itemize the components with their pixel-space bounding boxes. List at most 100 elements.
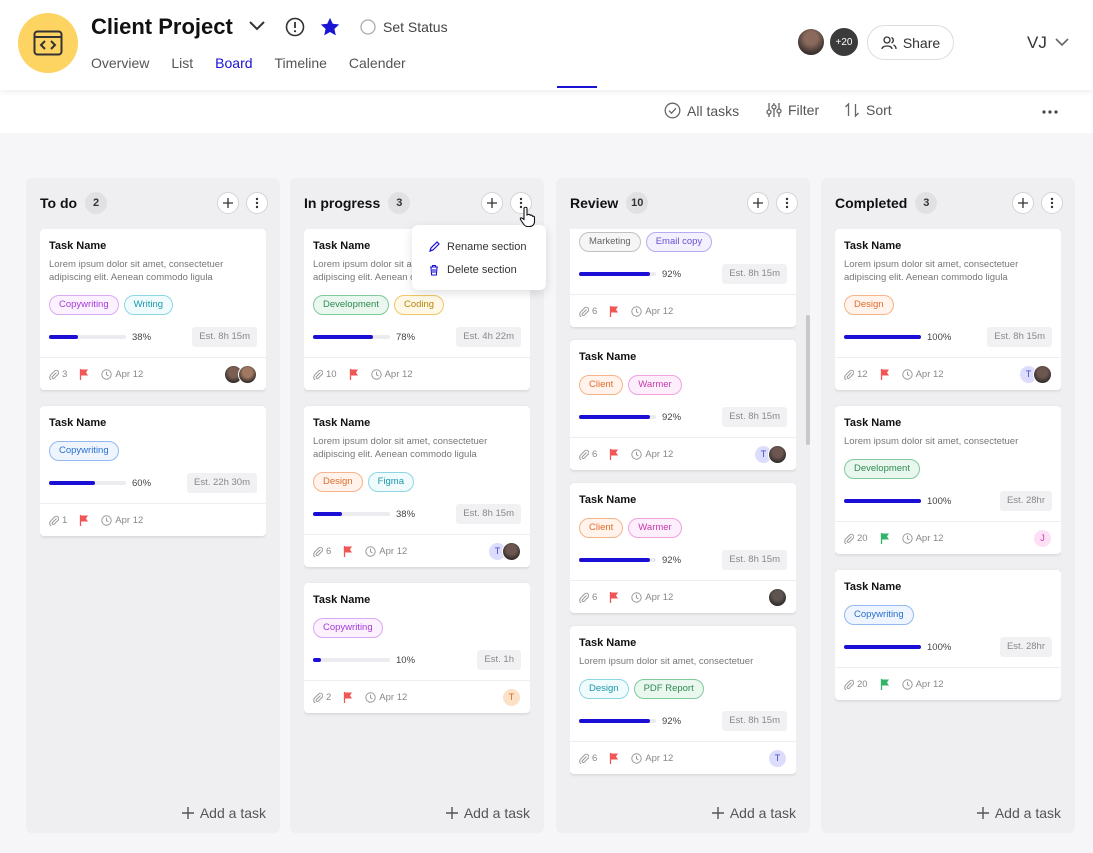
task-title: Task Name [313, 594, 371, 606]
star-icon[interactable] [319, 16, 341, 38]
tab-underline [557, 86, 597, 88]
add-button[interactable] [481, 192, 503, 214]
add-task[interactable]: Add a task [711, 805, 796, 821]
icon-shape [631, 305, 642, 317]
icon-shape [901, 678, 913, 690]
add-task[interactable]: Add a task [445, 805, 530, 821]
title-chevron[interactable] [248, 19, 266, 33]
members-more[interactable]: +20 [828, 26, 860, 58]
icon-shape [785, 205, 789, 209]
clip-icon [49, 369, 59, 380]
tab[interactable]: List [171, 55, 194, 71]
assignees: J [1033, 528, 1052, 548]
task-description: Lorem ipsum dolor sit amet, consectetuer [844, 436, 1019, 447]
add-task[interactable]: Add a task [181, 805, 266, 821]
task-count: 3 [388, 192, 411, 214]
progress-bar [579, 272, 650, 276]
user-initials[interactable]: VJ [1027, 33, 1047, 52]
due-date: Apr 12 [101, 369, 143, 380]
flag-icon [349, 369, 358, 380]
tag: Design [579, 679, 629, 699]
estimate: Est. 4h 22m [456, 327, 521, 347]
column-title: Completed [835, 195, 908, 211]
task-card[interactable]: Task Name Client Warmer 92% Est. 8h 15m 6 Apr … [570, 340, 796, 470]
tab[interactable]: Calender [348, 55, 406, 71]
column-menu-button[interactable] [776, 192, 798, 214]
date-label: Apr 12 [645, 591, 674, 603]
task-card[interactable]: Task Name Copywriting 60% Est. 22h 30m 1 Apr … [40, 406, 266, 536]
info-icon[interactable] [285, 17, 305, 37]
task-card[interactable]: Task Name Copywriting 10% Est. 1h 2 Apr 12 T [304, 583, 530, 713]
all-tasks-button[interactable]: All tasks [664, 102, 739, 119]
filter-icon [766, 103, 782, 117]
attachments: 6 [579, 449, 597, 460]
header: Client Project Set Status Overview List Bo… [0, 0, 1093, 90]
tab[interactable]: Timeline [274, 55, 327, 71]
status-icon[interactable] [360, 19, 376, 35]
tag: Development [844, 459, 920, 479]
sort-button[interactable]: Sort [844, 102, 892, 118]
add-task[interactable]: Add a task [976, 805, 1061, 821]
add-button[interactable] [1012, 192, 1034, 214]
due-date: Apr 12 [901, 532, 944, 544]
progress-bar [579, 558, 650, 562]
task-card[interactable]: Task Name Client Warmer 92% Est. 8h 15m 6 Apr … [570, 483, 796, 613]
icon-shape [631, 752, 642, 764]
column-header: Completed 3 [835, 192, 1063, 214]
estimate: Est. 1h [477, 650, 521, 670]
set-status[interactable]: Set Status [383, 19, 448, 35]
tab[interactable]: Board [215, 55, 253, 71]
due-date: Apr 12 [101, 515, 143, 526]
icon-shape [901, 532, 913, 544]
menu-item[interactable]: Delete section [412, 258, 546, 281]
column-menu-button[interactable] [1041, 192, 1063, 214]
attachments: 6 [579, 592, 597, 603]
more-icon[interactable] [1042, 109, 1058, 115]
progress-label: 92% [662, 411, 682, 423]
user-chevron[interactable] [1054, 36, 1070, 48]
priority-flag [343, 691, 353, 703]
column-header: Review 10 [570, 192, 798, 214]
tabs: Overview List Board Timeline Calender [91, 54, 428, 72]
icon-shape [39, 40, 57, 50]
add-button[interactable] [217, 192, 239, 214]
icon-shape [519, 205, 523, 209]
icon-shape [776, 108, 782, 114]
menu-item[interactable]: Rename section [412, 235, 546, 258]
task-count: 10 [626, 192, 649, 214]
column-title: To do [40, 195, 78, 211]
add-button[interactable] [747, 192, 769, 214]
attachments: 20 [844, 533, 868, 544]
progress-label: 10% [396, 654, 416, 666]
icon-shape [881, 36, 897, 49]
task-description: Lorem ipsum dolor sit amet, consectetuer… [313, 436, 488, 460]
attachment-count: 20 [857, 678, 868, 690]
attachment-count: 1 [62, 514, 68, 526]
share-button[interactable]: Share [867, 25, 954, 60]
icon-shape [579, 449, 589, 460]
assignee-initial: T [502, 687, 521, 707]
due-date: Apr 12 [631, 753, 673, 764]
attachment-count: 2 [326, 691, 332, 703]
date-label: Apr 12 [645, 752, 674, 764]
tab[interactable]: Overview [91, 55, 150, 71]
filter-button[interactable]: Filter [766, 102, 819, 118]
progress-track [49, 481, 126, 485]
tag: Copywriting [313, 618, 383, 638]
task-description: Lorem ipsum dolor sit amet, consectetuer… [313, 259, 488, 283]
progress-bar [313, 658, 321, 662]
card-footer: 6 Apr 12 [570, 580, 796, 613]
column: To do 2 Task Name Lorem ipsum dolor sit ame… [26, 178, 280, 833]
progress-bar [579, 415, 650, 419]
progress-row: 60% Est. 22h 30m [49, 473, 257, 493]
task-card[interactable]: Task Name Copywriting 100% Est. 28hr 20 Apr 1… [835, 570, 1061, 700]
column-menu-button[interactable] [246, 192, 268, 214]
progress-row: 92% Est. 8h 15m [579, 550, 787, 570]
